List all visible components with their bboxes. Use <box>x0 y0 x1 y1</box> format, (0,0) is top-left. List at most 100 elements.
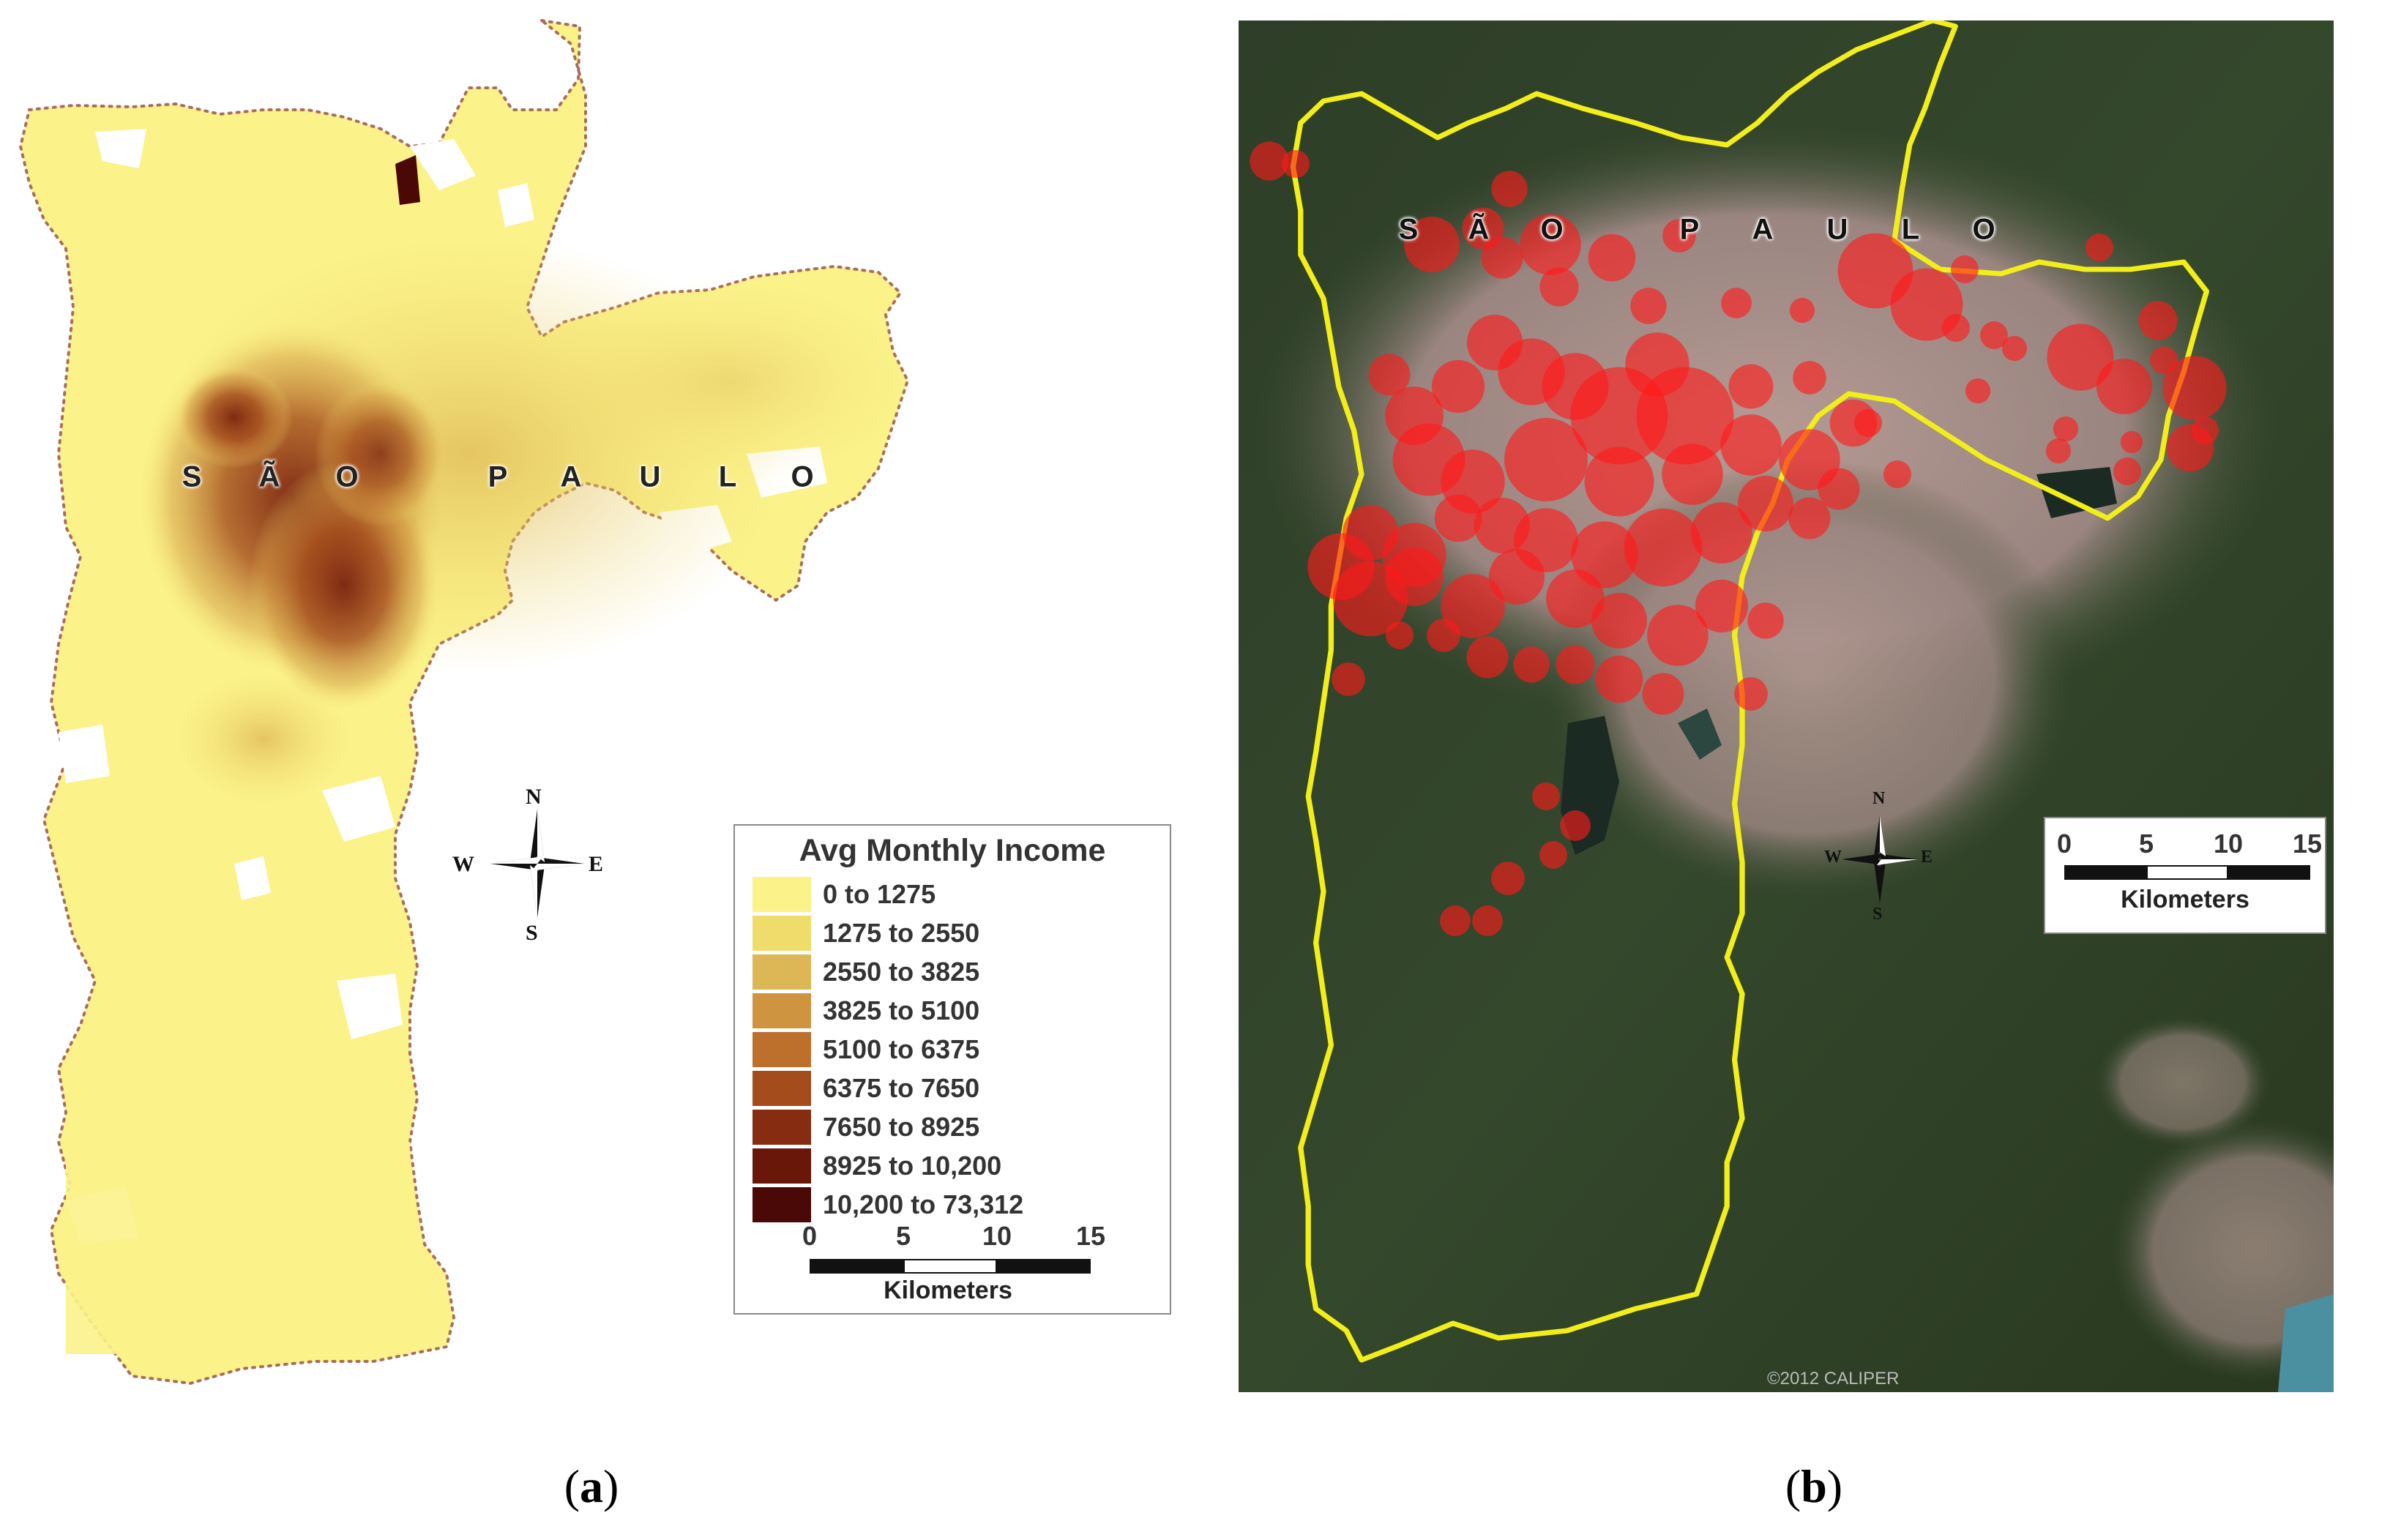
store-circle <box>2120 430 2143 454</box>
legend-swatch <box>753 916 811 951</box>
legend-row: 5100 to 6375 <box>753 1032 979 1067</box>
income-legend: Avg Monthly Income 0 to 1275 1275 to 2550… <box>733 824 1171 1315</box>
store-circle <box>1788 497 1831 539</box>
legend-label: 3825 to 5100 <box>823 995 980 1025</box>
store-circle <box>1571 521 1638 588</box>
city-letter-o-2-b: O <box>1972 213 1995 246</box>
store-circle <box>2086 233 2113 261</box>
store-circle <box>1440 905 1471 936</box>
store-circle <box>1854 409 1882 437</box>
legend-label: 8925 to 10,200 <box>823 1151 1002 1181</box>
compass-east-b: E <box>1921 848 1933 867</box>
store-circle <box>1539 841 1567 869</box>
store-circle <box>1431 359 1485 414</box>
legend-row: 10,200 to 73,312 <box>753 1187 1023 1222</box>
store-circle <box>1720 414 1782 476</box>
caption-letter: b <box>1801 1460 1827 1512</box>
store-circle <box>1560 810 1591 841</box>
store-circle <box>1883 460 1911 488</box>
legend-label: 5100 to 6375 <box>823 1034 980 1064</box>
city-letter-o: O <box>335 460 359 493</box>
legend-swatch <box>753 954 811 990</box>
store-circle <box>1539 267 1579 307</box>
legend-swatch <box>753 993 811 1028</box>
store-circle <box>1513 646 1550 683</box>
legend-swatch <box>753 1032 811 1067</box>
store-circle <box>1386 621 1414 649</box>
caption-paren: ( <box>564 1460 580 1512</box>
city-letter-u: U <box>639 460 661 493</box>
store-circle <box>1467 315 1523 370</box>
store-circle <box>2162 356 2227 420</box>
pharmacy-circles <box>1250 141 2227 936</box>
high-income-tract <box>395 155 420 205</box>
city-letter-s: S <box>182 460 202 493</box>
store-circle <box>1624 508 1703 587</box>
compass-rose-icon <box>490 810 584 918</box>
compass-west-b: W <box>1824 848 1842 867</box>
legend-swatch <box>753 877 811 912</box>
store-circle <box>1250 141 1289 181</box>
store-circle <box>1721 288 1752 318</box>
city-letter-l-b: L <box>1901 213 1920 246</box>
legend-swatch <box>753 1071 811 1106</box>
legend-swatch <box>753 1110 811 1145</box>
city-letter-a-tilde-b: Ã <box>1468 213 1490 246</box>
legend-row: 8925 to 10,200 <box>753 1148 1001 1184</box>
store-circle <box>1636 367 1734 465</box>
legend-swatch <box>753 1187 811 1222</box>
legend-row: 6375 to 7650 <box>753 1071 979 1106</box>
store-circle <box>1647 605 1709 666</box>
city-letter-l: L <box>718 460 737 493</box>
scale-bar-a: 0 5 10 15 Kilometers <box>798 1221 1105 1309</box>
legend-label: 6375 to 7650 <box>823 1073 980 1103</box>
caption-letter: a <box>580 1460 603 1512</box>
store-circle <box>1793 361 1826 395</box>
scale-segment-b <box>2146 865 2228 880</box>
compass-west: W <box>452 852 474 876</box>
store-circle <box>1491 861 1525 895</box>
store-circle <box>1584 446 1654 517</box>
city-letter-a-b: A <box>1752 213 1774 246</box>
compass-rose-icon-b <box>1842 815 1918 903</box>
scale-unit: Kilometers <box>884 1277 1012 1304</box>
compass-east: E <box>589 852 604 876</box>
store-circle <box>1789 297 1815 324</box>
satellite-map-panel: S Ã O P A U L O N S E W 0 5 10 15 Kilome… <box>1239 20 2334 1392</box>
store-circle <box>1691 502 1752 564</box>
store-circle <box>1595 655 1643 703</box>
store-circle <box>1591 593 1647 648</box>
legend-row: 7650 to 8925 <box>753 1110 979 1145</box>
scale-tick: 15 <box>1075 1221 1106 1251</box>
store-circle <box>2113 457 2141 485</box>
store-circle <box>2191 416 2219 444</box>
legend-row: 0 to 1275 <box>753 877 936 912</box>
compass-south: S <box>526 921 538 945</box>
compass-north: N <box>526 785 542 809</box>
store-circle <box>1481 236 1523 279</box>
scale-tick-b: 15 <box>2292 829 2323 859</box>
scale-tick: 10 <box>982 1221 1012 1251</box>
store-circle <box>1404 217 1460 272</box>
income-map-panel: S Ã O P A U L O N S E W Avg Monthly Inco… <box>0 0 1200 1427</box>
store-circle <box>1434 494 1482 542</box>
store-circle <box>1532 782 1560 810</box>
scale-tick: 5 <box>895 1221 911 1251</box>
store-circle <box>1520 214 1581 275</box>
store-circle <box>1441 574 1505 638</box>
legend-swatch <box>753 1148 811 1184</box>
store-circle <box>1662 219 1696 253</box>
compass-south-b: S <box>1872 905 1883 924</box>
store-circle <box>1588 233 1636 282</box>
map-copyright: ©2012 CALIPER <box>1767 1369 1900 1388</box>
store-circle <box>1556 645 1595 684</box>
scale-segment-b <box>2228 865 2310 880</box>
scale-segment <box>903 1259 997 1274</box>
city-letter-u-b: U <box>1826 213 1848 246</box>
legend-label: 10,200 to 73,312 <box>823 1189 1024 1219</box>
store-circle <box>1491 171 1528 207</box>
store-circle <box>1734 677 1768 711</box>
store-circle <box>1546 569 1605 628</box>
legend-label: 0 to 1275 <box>823 879 936 909</box>
city-letter-p-b: P <box>1679 213 1700 246</box>
